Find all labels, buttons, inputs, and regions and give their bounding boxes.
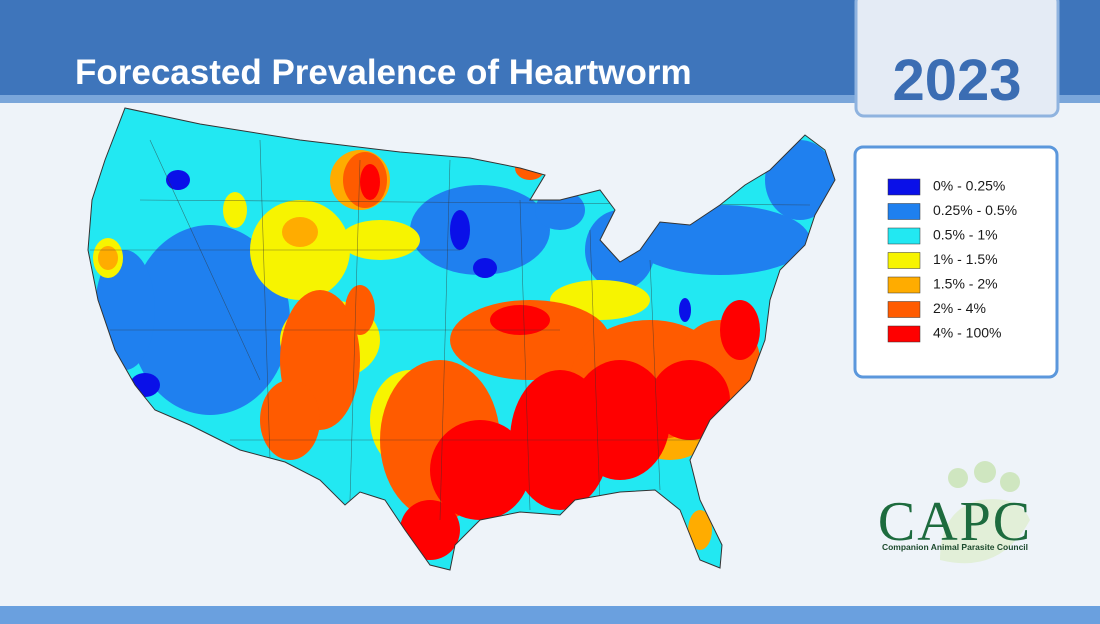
prevalence-regions (90, 139, 835, 560)
prevalence-region (166, 170, 190, 190)
legend-swatch (887, 252, 921, 269)
map (87, 107, 836, 571)
prevalence-region (450, 210, 470, 250)
year-box (854, 0, 1060, 118)
paw (1000, 472, 1020, 492)
prevalence-region (345, 285, 375, 335)
state-border (649, 259, 661, 491)
prevalence-region (400, 500, 460, 560)
legend-label: 0% - 0.25% (933, 178, 1005, 194)
state-border (259, 139, 271, 461)
legend-label: 2% - 4% (933, 300, 986, 316)
legend-swatch (887, 325, 921, 343)
prevalence-region (473, 258, 497, 278)
legend-swatch (887, 301, 921, 318)
prevalence-region (679, 298, 691, 322)
logo-subtitle: Companion Animal Parasite Council (882, 542, 1028, 552)
legend-swatch (887, 178, 921, 196)
prevalence-region (223, 192, 247, 228)
prevalence-region (360, 164, 380, 200)
paw-pad (940, 499, 1030, 564)
legend-swatch (887, 203, 921, 220)
legend-label: 1% - 1.5% (933, 251, 998, 267)
prevalence-region (282, 217, 318, 247)
year: 2023 (892, 48, 1021, 113)
legend-label: 4% - 100% (933, 325, 1001, 341)
legend-label: 0.5% - 1% (933, 227, 998, 243)
paw (948, 468, 968, 488)
state-border (439, 159, 451, 521)
legend-swatch (887, 227, 921, 245)
title: Forecasted Prevalence of Heartworm (75, 53, 692, 92)
legend-swatch (887, 276, 921, 294)
legend-label: 0.25% - 0.5% (933, 202, 1017, 218)
prevalence-region (130, 225, 290, 415)
prevalence-region (570, 360, 670, 480)
prevalence-region (490, 305, 550, 335)
prevalence-region (410, 185, 550, 275)
state-border (149, 139, 261, 381)
prevalence-region (688, 510, 712, 550)
prevalence-region (720, 300, 760, 360)
legend-label: 1.5% - 2% (933, 276, 998, 292)
prevalence-region (765, 140, 835, 220)
prevalence-region (650, 360, 730, 440)
prevalence-region (430, 420, 530, 520)
footer-band (0, 606, 1100, 624)
state-border (589, 229, 601, 506)
prevalence-region (340, 220, 420, 260)
logo-name: CAPC (878, 491, 1032, 553)
prevalence-region (630, 205, 810, 275)
state-border (519, 199, 531, 511)
header-stripe (0, 95, 1100, 103)
logo: CAPC Companion Animal Parasite Council (878, 461, 1032, 564)
paw (974, 461, 996, 483)
prevalence-region (98, 246, 118, 270)
